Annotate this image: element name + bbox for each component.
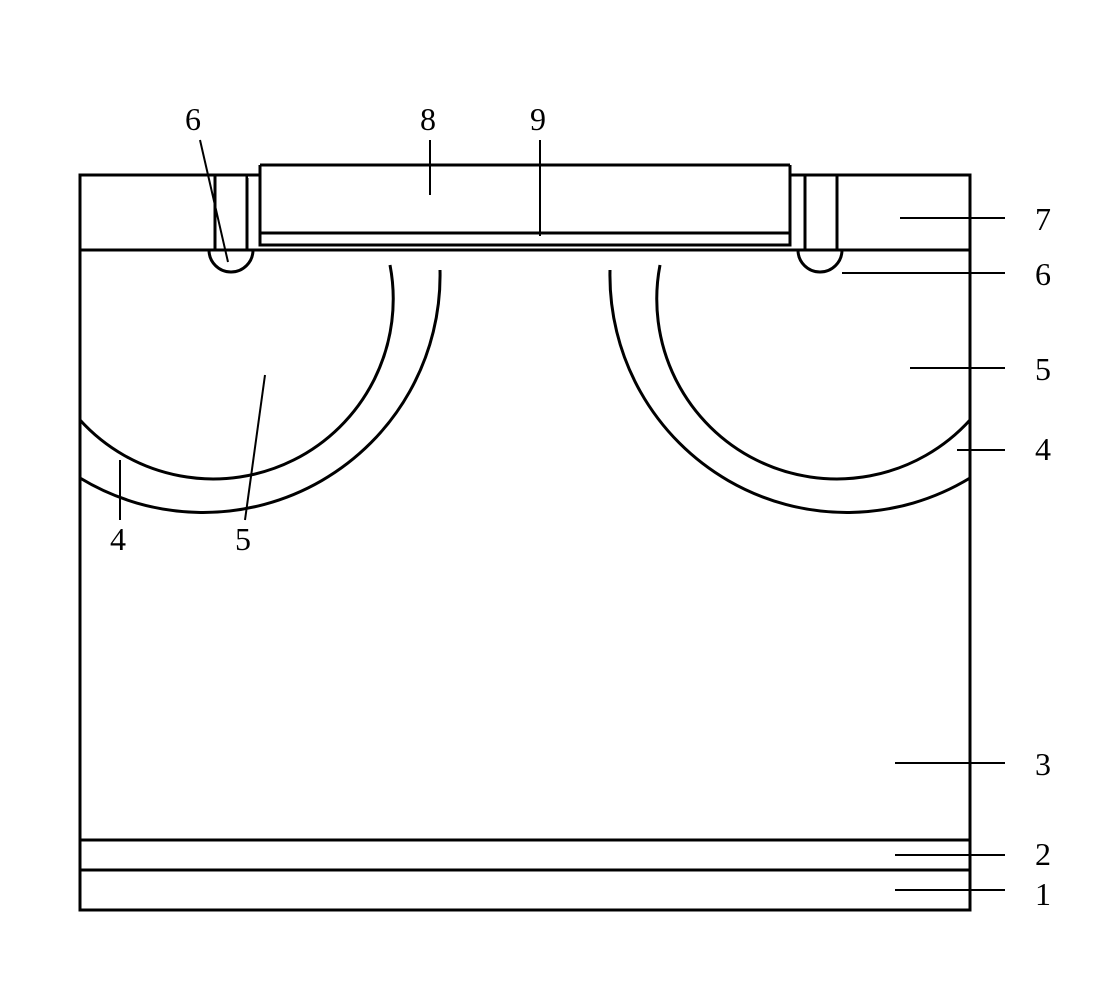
- label-2: 2: [1035, 836, 1051, 872]
- arc-5-right: [657, 265, 970, 479]
- label-8: 8: [420, 101, 436, 137]
- main-rect: [80, 175, 970, 910]
- diagram-container: 6 8 9 7 6 5 4 3 2: [20, 20, 1109, 961]
- label-4-right: 4: [1035, 431, 1051, 467]
- label-4-left: 4: [110, 521, 126, 557]
- gate-box-mask: [248, 173, 803, 178]
- cross-section-diagram: 6 8 9 7 6 5 4 3 2: [20, 20, 1109, 961]
- arc-4-left: [80, 270, 440, 512]
- leader-5-left: [245, 375, 265, 520]
- label-5-left: 5: [235, 521, 251, 557]
- well-6-right: [798, 250, 842, 272]
- label-6-right: 6: [1035, 256, 1051, 292]
- label-9: 9: [530, 101, 546, 137]
- label-3: 3: [1035, 746, 1051, 782]
- arc-4-right: [610, 270, 970, 512]
- label-5-right: 5: [1035, 351, 1051, 387]
- label-7: 7: [1035, 201, 1051, 237]
- label-1: 1: [1035, 876, 1051, 912]
- arc-5-left: [80, 265, 393, 479]
- label-6-top: 6: [185, 101, 201, 137]
- well-6-left: [209, 250, 253, 272]
